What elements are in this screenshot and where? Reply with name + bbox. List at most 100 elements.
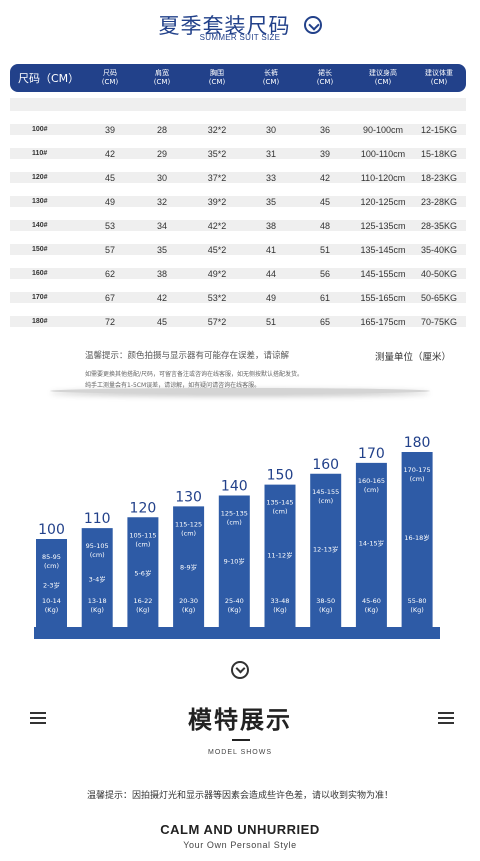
menu-icon[interactable] bbox=[438, 712, 454, 724]
bar-weight-label: (Kg) bbox=[182, 606, 195, 614]
table-cell: 90-100cm bbox=[362, 124, 404, 135]
bar-height-range: 125-135 bbox=[221, 510, 248, 518]
bar-weight-label: 33-48 bbox=[271, 597, 290, 605]
column-header: 长裤 (CM) bbox=[262, 69, 280, 86]
table-cell: 165-175cm bbox=[360, 316, 406, 327]
bar-height-range: (cm) bbox=[318, 497, 333, 505]
chart-bar bbox=[218, 495, 250, 627]
size-cell: 120# bbox=[32, 174, 48, 181]
size-table-body: 100# 39 28 32*2 30 36 90-100cm 12-15KG 110# 42 29 3… bbox=[10, 124, 466, 327]
size-cell: 110# bbox=[32, 150, 48, 157]
size-cell: 170# bbox=[32, 294, 48, 301]
size-table: 尺码（CM） 尺码 (CM) 肩宽 (CM) 胸围 (CM) 长裤 (CM) 裙长 (CM) 建议身高… bbox=[10, 64, 466, 327]
size-cell: 140# bbox=[32, 222, 48, 229]
bar-weight-label: 55-80 bbox=[408, 597, 427, 605]
bar-height-range: 85-95 bbox=[42, 553, 61, 561]
bar-height-range: 145-155 bbox=[312, 488, 339, 496]
table-cell: 32 bbox=[156, 196, 167, 207]
table-cell: 51 bbox=[265, 316, 276, 327]
bar-height-range: (cm) bbox=[90, 551, 105, 559]
bar-height-range: 105-115 bbox=[129, 531, 156, 539]
table-cell: 15-18KG bbox=[420, 148, 458, 159]
chart-bar bbox=[355, 462, 387, 627]
table-cell: 42 bbox=[319, 172, 330, 183]
table-cell: 12-15KG bbox=[420, 124, 458, 135]
menu-icon[interactable] bbox=[30, 712, 46, 724]
bar-height-range: (cm) bbox=[227, 519, 242, 527]
bar-age-label: 16-18岁 bbox=[404, 533, 429, 542]
table-cell: 29 bbox=[156, 148, 167, 159]
chart-bar bbox=[310, 473, 342, 627]
chevron-down-circle-icon[interactable] bbox=[231, 661, 249, 679]
table-cell: 62 bbox=[104, 268, 115, 279]
bar-value-label: 110 bbox=[84, 511, 111, 527]
bar-age-label: 14-15岁 bbox=[359, 539, 384, 548]
bar-height-range: (cm) bbox=[273, 508, 288, 516]
bar-weight-label: (Kg) bbox=[136, 606, 149, 614]
table-cell: 39*2 bbox=[207, 196, 227, 207]
table-cell: 53 bbox=[104, 220, 115, 231]
table-cell: 33 bbox=[265, 172, 276, 183]
table-cell: 38 bbox=[156, 268, 167, 279]
table-cell: 65 bbox=[319, 316, 330, 327]
models-subtitle: MODEL SHOWS bbox=[207, 749, 273, 756]
bar-height-range: 95-105 bbox=[86, 542, 109, 550]
bar-weight-label: 20-30 bbox=[179, 597, 198, 605]
table-cell: 44 bbox=[265, 268, 276, 279]
bar-age-label: 3-4岁 bbox=[89, 575, 106, 584]
table-cell: 35 bbox=[265, 196, 276, 207]
table-row: 160# 62 38 49*2 44 56 145-155cm 40-50KG bbox=[10, 268, 466, 279]
size-cell: 100# bbox=[32, 126, 48, 133]
column-header: 裙长 (CM) bbox=[316, 69, 334, 86]
bar-weight-label: (Kg) bbox=[410, 606, 423, 614]
table-row: 110# 42 29 35*2 31 39 100-110cm 15-18KG bbox=[10, 148, 466, 159]
chart-bar bbox=[81, 528, 113, 627]
bar-weight-label: 38-50 bbox=[316, 597, 335, 605]
table-cell: 49 bbox=[104, 196, 115, 207]
tip-measure: 纯手工测量会有1-5CM误差，请谅解，如有疑问请咨询在线客服。 bbox=[85, 382, 261, 389]
bar-weight-label: (Kg) bbox=[90, 606, 103, 614]
table-cell: 28 bbox=[156, 124, 167, 135]
bar-value-label: 180 bbox=[404, 435, 431, 451]
table-cell: 30 bbox=[265, 124, 276, 135]
table-cell: 35-40KG bbox=[420, 244, 458, 255]
bar-value-label: 120 bbox=[130, 500, 157, 516]
table-row: 150# 57 35 45*2 41 51 135-145cm 35-40KG bbox=[10, 244, 466, 255]
size-table-header: 尺码（CM） 尺码 (CM) 肩宽 (CM) 胸围 (CM) 长裤 (CM) 裙长 (CM) 建议身高… bbox=[10, 64, 466, 92]
table-shadow bbox=[50, 388, 430, 394]
bar-value-label: 150 bbox=[267, 468, 294, 484]
chart-bar bbox=[173, 506, 205, 627]
page-subtitle: SUMMER SUIT SIZE bbox=[199, 33, 281, 42]
bar-weight-label: (Kg) bbox=[45, 606, 58, 614]
unit-label: 测量单位（厘米） bbox=[375, 352, 452, 363]
chart-bar bbox=[401, 452, 433, 627]
table-cell: 36 bbox=[319, 124, 330, 135]
table-cell: 28-35KG bbox=[420, 220, 458, 231]
table-cell: 155-165cm bbox=[360, 292, 406, 303]
column-header: 建议身高 (CM) bbox=[369, 69, 397, 86]
table-cell: 42 bbox=[156, 292, 167, 303]
size-bar-chart: 100 85-95 (cm) 2-3岁 10-14 (Kg) 110 95-105 (cm) 3-… bbox=[34, 418, 440, 640]
table-tips: 温馨提示：颜色拍摄与显示器有可能存在误差，请谅解 如需要更换其他搭配/尺码，可留… bbox=[85, 349, 425, 389]
table-cell: 39 bbox=[104, 124, 115, 135]
table-cell: 57*2 bbox=[207, 316, 227, 327]
table-cell: 42*2 bbox=[207, 220, 227, 231]
size-cell: 130# bbox=[32, 198, 48, 205]
models-title: 模特展示 bbox=[188, 706, 292, 734]
chart-bar bbox=[264, 484, 296, 627]
table-blank-row bbox=[10, 98, 466, 111]
column-header: 胸围 (CM) bbox=[208, 69, 226, 86]
bar-height-range: (cm) bbox=[44, 562, 59, 570]
bar-age-label: 5-6岁 bbox=[134, 569, 151, 578]
table-cell: 50-65KG bbox=[420, 292, 458, 303]
table-cell: 72 bbox=[104, 316, 115, 327]
bar-age-label: 8-9岁 bbox=[180, 563, 197, 572]
table-cell: 49 bbox=[265, 292, 276, 303]
table-cell: 31 bbox=[265, 148, 276, 159]
tip-color: 温馨提示：颜色拍摄与显示器有可能存在误差，请谅解 bbox=[85, 351, 290, 361]
color-notice: 温馨提示：因拍摄灯光和显示器等因素会造成些许色差，请以收到实物为准！ bbox=[86, 791, 393, 801]
size-cell: 150# bbox=[32, 246, 48, 253]
title-block: 夏季套装尺码 bbox=[0, 10, 480, 40]
chevron-down-circle-icon bbox=[303, 16, 322, 34]
bar-age-label: 12-13岁 bbox=[313, 545, 338, 554]
